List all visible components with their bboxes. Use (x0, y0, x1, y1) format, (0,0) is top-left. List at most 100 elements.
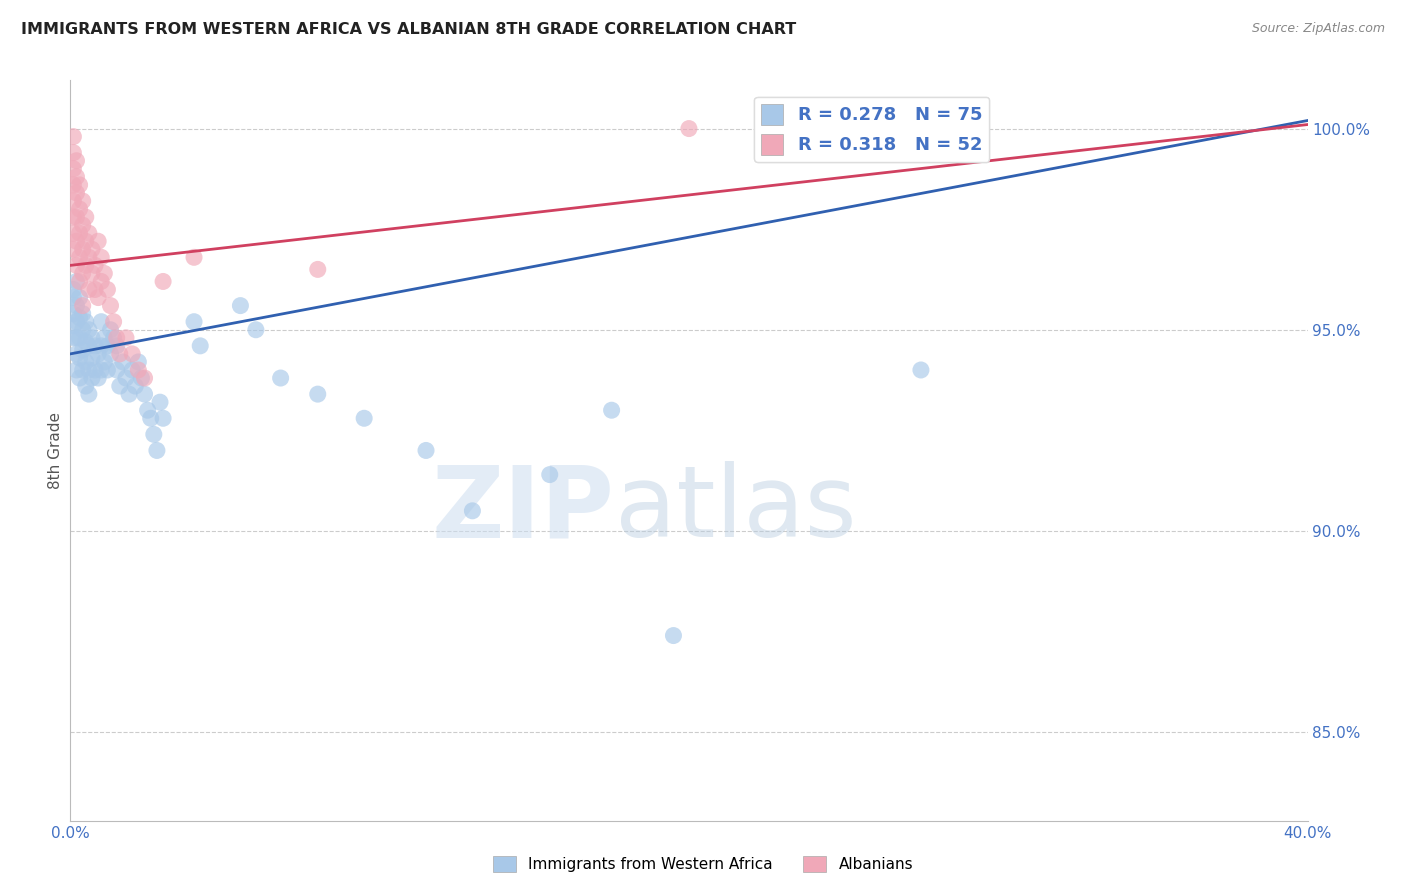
Point (77, 363, 100, 377)
Point (87, 371, 110, 385)
Point (80, 371, 103, 385)
Point (65, 186, 87, 200)
Point (84, 339, 107, 353)
Text: IMMIGRANTS FROM WESTERN AFRICA VS ALBANIAN 8TH GRADE CORRELATION CHART: IMMIGRANTS FROM WESTERN AFRICA VS ALBANI… (21, 22, 796, 37)
Point (100, 323, 122, 337)
Point (69, 331, 91, 345)
Point (188, 339, 211, 353)
Point (62, 194, 84, 208)
Point (80, 267, 103, 281)
Y-axis label: 8th Grade: 8th Grade (48, 412, 63, 489)
Point (84, 258, 107, 272)
Point (69, 178, 91, 192)
Point (93, 267, 115, 281)
Point (62, 318, 84, 333)
Point (75, 258, 97, 272)
Point (87, 234, 110, 248)
Point (600, 403, 623, 417)
Legend: Immigrants from Western Africa, Albanians: Immigrants from Western Africa, Albanian… (485, 848, 921, 880)
Point (103, 315, 125, 329)
Point (127, 355, 149, 369)
Point (62, 307, 84, 321)
Point (75, 234, 97, 248)
Point (62, 242, 84, 256)
Point (90, 315, 112, 329)
Point (62, 129, 84, 144)
Point (75, 210, 97, 224)
Point (62, 161, 84, 176)
Point (65, 331, 87, 345)
Point (69, 371, 91, 385)
Point (69, 351, 91, 365)
Point (90, 339, 112, 353)
Point (108, 347, 131, 361)
Point (65, 363, 87, 377)
Point (69, 310, 91, 325)
Point (136, 403, 159, 417)
Point (72, 194, 94, 208)
Point (183, 315, 205, 329)
Point (124, 379, 146, 393)
Point (229, 299, 252, 313)
Point (87, 291, 110, 305)
Point (270, 371, 292, 385)
Point (69, 275, 91, 289)
Point (77, 283, 100, 297)
Point (69, 250, 91, 264)
Point (121, 347, 143, 361)
Point (62, 145, 84, 160)
Point (65, 210, 87, 224)
Point (62, 178, 84, 192)
Point (93, 331, 115, 345)
Point (105, 339, 128, 353)
Point (121, 363, 143, 377)
Point (96, 339, 118, 353)
Point (105, 363, 128, 377)
Point (75, 315, 97, 329)
Point (538, 467, 561, 482)
Point (100, 299, 122, 313)
Point (69, 202, 91, 216)
Point (146, 443, 169, 458)
Point (105, 331, 128, 345)
Point (75, 334, 97, 349)
Point (69, 291, 91, 305)
Point (100, 347, 122, 361)
Point (77, 323, 100, 337)
Point (131, 371, 153, 385)
Point (62, 226, 84, 240)
Point (72, 307, 94, 321)
Point (461, 504, 484, 518)
Point (84, 283, 107, 297)
Point (65, 315, 87, 329)
Text: Source: ZipAtlas.com: Source: ZipAtlas.com (1251, 22, 1385, 36)
Point (96, 363, 118, 377)
Point (307, 387, 329, 401)
Point (108, 379, 131, 393)
Point (90, 250, 112, 264)
Point (678, 121, 700, 136)
Point (111, 355, 134, 369)
Point (65, 347, 87, 361)
Point (307, 262, 329, 277)
Point (77, 226, 100, 240)
Point (115, 331, 138, 345)
Point (139, 411, 162, 425)
Point (62, 291, 84, 305)
Point (910, 363, 932, 377)
Point (72, 363, 94, 377)
Point (65, 153, 87, 168)
Point (142, 427, 165, 442)
Point (245, 323, 267, 337)
Point (96, 283, 118, 297)
Point (69, 226, 91, 240)
Point (80, 331, 103, 345)
Point (84, 363, 107, 377)
Point (65, 234, 87, 248)
Point (118, 387, 141, 401)
Point (80, 351, 103, 365)
Point (353, 411, 375, 425)
Point (62, 283, 84, 297)
Point (62, 331, 84, 345)
Point (90, 275, 112, 289)
